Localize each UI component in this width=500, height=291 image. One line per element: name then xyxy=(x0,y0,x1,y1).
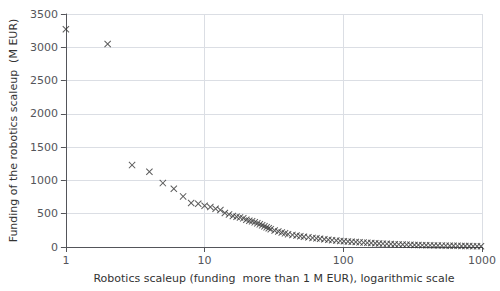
svg-text:1000: 1000 xyxy=(468,254,496,267)
svg-text:Funding of the robotics scaleu: Funding of the robotics scaleup (M EUR) xyxy=(7,19,20,243)
svg-text:1: 1 xyxy=(62,254,69,267)
svg-text:1500: 1500 xyxy=(30,141,58,154)
svg-text:1000: 1000 xyxy=(30,174,58,187)
svg-text:Robotics scaleup (funding mor: Robotics scaleup (funding more than 1 M … xyxy=(93,272,454,285)
svg-text:0: 0 xyxy=(51,241,58,254)
svg-text:10: 10 xyxy=(198,254,212,267)
svg-text:3500: 3500 xyxy=(30,8,58,21)
svg-text:2000: 2000 xyxy=(30,107,58,120)
svg-text:500: 500 xyxy=(37,207,58,220)
svg-text:3000: 3000 xyxy=(30,41,58,54)
svg-text:2500: 2500 xyxy=(30,74,58,87)
svg-text:100: 100 xyxy=(333,254,354,267)
